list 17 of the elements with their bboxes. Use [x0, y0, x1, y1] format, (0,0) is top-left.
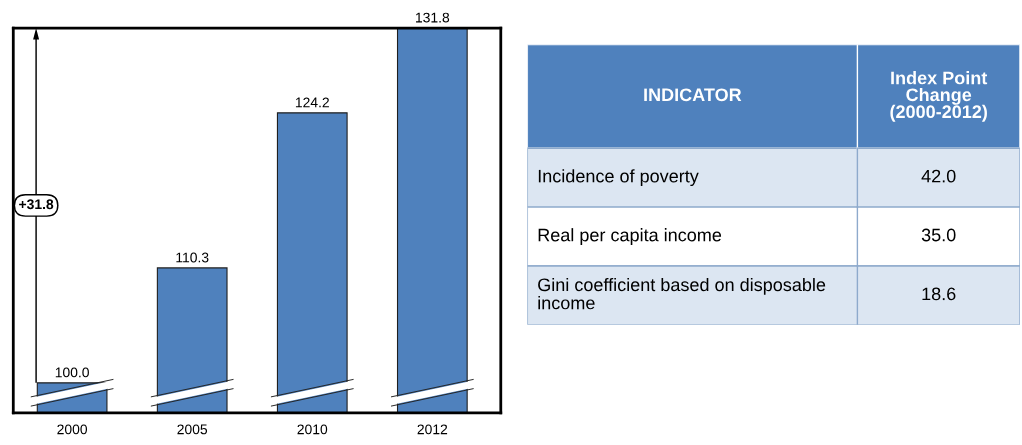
data-label: 100.0 [55, 367, 89, 378]
data-label: 18.6 [922, 287, 956, 301]
data-label: 131.8 [416, 12, 450, 23]
category-label: Gini coefficient based on disposable income [538, 277, 826, 310]
x-tick-label: 2010 [297, 424, 328, 435]
data-label: 124.2 [295, 97, 329, 108]
annotation: +31.8 [19, 199, 54, 210]
x-tick-label: 2005 [177, 424, 208, 435]
data-label: 42.0 [921, 169, 956, 183]
x-tick-label: 2000 [57, 424, 88, 435]
text: Index Point Change (2000-2012) [890, 71, 988, 122]
data-label: 35.0 [921, 228, 956, 242]
text: INDICATOR [644, 88, 742, 102]
x-tick-label: 2012 [417, 424, 448, 435]
data-label: 110.3 [176, 252, 209, 263]
category-label: Incidence of poverty [538, 169, 699, 187]
category-label: Real per capita income [538, 228, 722, 245]
